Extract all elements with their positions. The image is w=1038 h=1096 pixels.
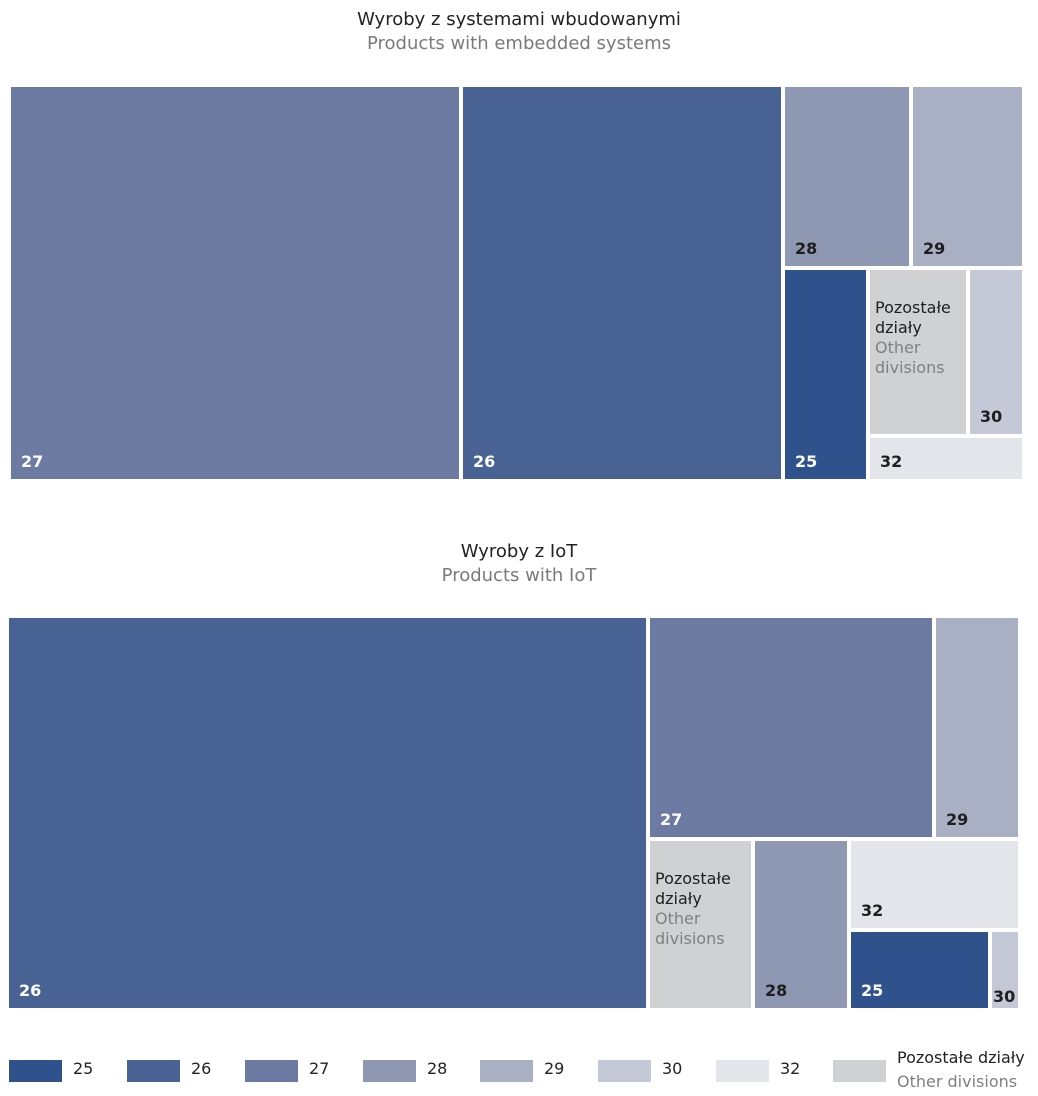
- legend-label-32: 32: [780, 1059, 801, 1078]
- tile-label-27: 27: [21, 452, 44, 471]
- tile-other-label-en: Other divisions: [875, 338, 945, 377]
- tile-label-26: 26: [473, 452, 496, 471]
- tile-other: Pozostałe działy Other divisions: [650, 841, 751, 1008]
- chart1-title-block: Wyroby z systemami wbudowanymi Products …: [0, 8, 1038, 56]
- tile-32: 32: [851, 841, 1018, 928]
- tile-29: 29: [936, 618, 1018, 837]
- tile-other-label: Pozostałe działy Other divisions: [655, 869, 731, 949]
- tile-label-30: 30: [980, 407, 1003, 426]
- legend-label-27: 27: [309, 1059, 330, 1078]
- tile-other-label-en: Other divisions: [655, 909, 725, 948]
- tile-label-28: 28: [765, 981, 788, 1000]
- tile-27: 27: [11, 87, 459, 479]
- tile-29: 29: [913, 87, 1022, 266]
- tile-label-25: 25: [795, 452, 818, 471]
- chart2-title-block: Wyroby z IoT Products with IoT: [0, 540, 1038, 588]
- legend-swatch-27: [245, 1060, 298, 1082]
- legend: 25 26 27 28 29 30 32 Pozostałe działy Other divi…: [0, 1046, 1038, 1096]
- tile-label-25: 25: [861, 981, 884, 1000]
- tile-25: 25: [851, 932, 988, 1008]
- tile-32: 32: [870, 438, 1022, 479]
- legend-label-29: 29: [544, 1059, 565, 1078]
- tile-label-28: 28: [795, 239, 818, 258]
- tile-label-27: 27: [660, 810, 683, 829]
- legend-swatch-32: [716, 1060, 769, 1082]
- legend-swatch-28: [363, 1060, 416, 1082]
- legend-label-other-pl: Pozostałe działy: [897, 1048, 1025, 1067]
- tile-label-30: 30: [993, 987, 1016, 1006]
- tile-label-29: 29: [946, 810, 969, 829]
- tile-label-32: 32: [880, 452, 903, 471]
- legend-swatch-26: [127, 1060, 180, 1082]
- tile-28: 28: [755, 841, 847, 1008]
- tile-other-label-pl: Pozostałe działy: [655, 869, 731, 908]
- legend-swatch-other: [833, 1060, 886, 1082]
- tile-other: Pozostałe działy Other divisions: [870, 270, 966, 434]
- tile-other-label: Pozostałe działy Other divisions: [875, 298, 951, 378]
- legend-swatch-25: [9, 1060, 62, 1082]
- tile-28: 28: [785, 87, 909, 266]
- tile-25: 25: [785, 270, 866, 479]
- tile-other-label-pl: Pozostałe działy: [875, 298, 951, 337]
- legend-swatch-30: [598, 1060, 651, 1082]
- chart1-subtitle: Products with embedded systems: [367, 33, 671, 54]
- chart2-subtitle: Products with IoT: [441, 565, 597, 586]
- tile-label-29: 29: [923, 239, 946, 258]
- tile-26: 26: [463, 87, 781, 479]
- legend-label-30: 30: [662, 1059, 683, 1078]
- legend-label-26: 26: [191, 1059, 212, 1078]
- chart2-title: Wyroby z IoT: [460, 541, 578, 562]
- tile-label-32: 32: [861, 901, 884, 920]
- tile-30: 30: [970, 270, 1022, 434]
- tile-26: 26: [9, 618, 646, 1008]
- chart1-title: Wyroby z systemami wbudowanymi: [357, 9, 681, 30]
- legend-label-25: 25: [73, 1059, 94, 1078]
- legend-label-other: Pozostałe działy Other divisions: [897, 1046, 1025, 1094]
- legend-swatch-29: [480, 1060, 533, 1082]
- tile-27: 27: [650, 618, 932, 837]
- tile-30: 30: [992, 932, 1018, 1008]
- legend-label-28: 28: [427, 1059, 448, 1078]
- legend-label-other-en: Other divisions: [897, 1072, 1018, 1091]
- tile-label-26: 26: [19, 981, 42, 1000]
